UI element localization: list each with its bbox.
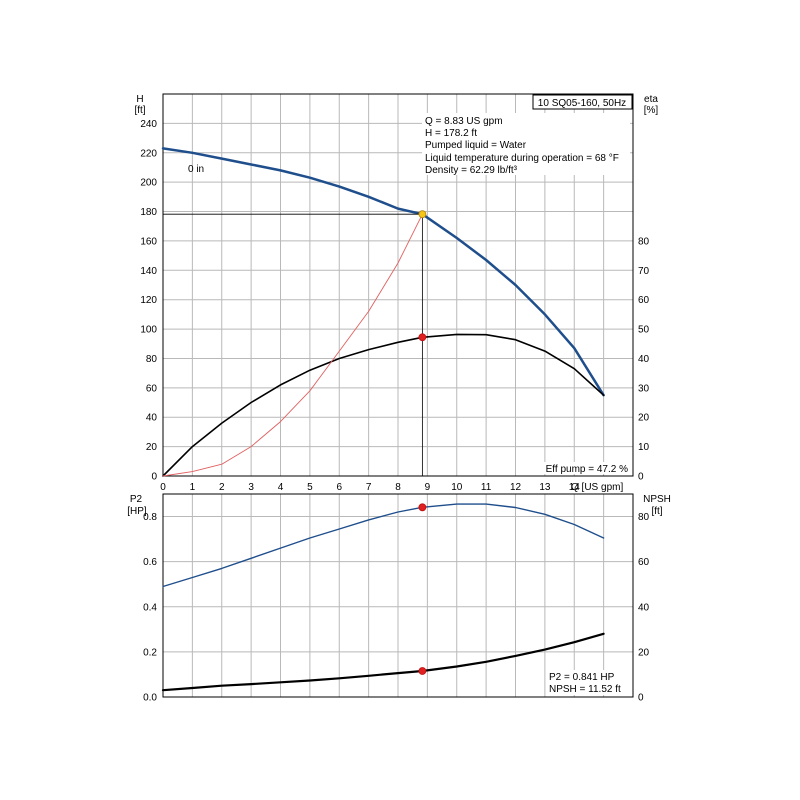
p2-axis-label: P2 [130,494,143,505]
head-axis-label: H [136,94,143,105]
head-efficiency-chart: H [ft] eta [%] 0204060801001201401601802… [134,93,659,493]
pump-title: 10 SQ05-160, 50Hz [538,98,626,109]
x-tick-label: 1 [190,482,196,493]
head-chart-series [161,147,605,477]
x-tick-label: 2 [219,482,225,493]
right-tick-label: 70 [638,266,650,277]
duty-point-guides [163,213,423,476]
right-tick-label: 30 [638,383,650,394]
info-temperature: Liquid temperature during operation = 68… [425,153,619,164]
left-tick-label: 160 [140,236,157,247]
right-tick-label: 60 [638,557,650,568]
left-tick-label: 100 [140,325,157,336]
x-tick-label: 0 [160,482,166,493]
npsh-axis-label: NPSH [643,494,671,505]
npsh-tick-labels: 0 20 40 60 80 [638,512,650,703]
x-tick-label: 10 [451,482,463,493]
eff-pump-readout: Eff pump = 47.2 % [546,464,628,475]
flow-tick-labels: 0 1 2 3 4 5 6 7 8 9 10 11 12 13 14 [160,482,580,493]
right-tick-label: 10 [638,442,650,453]
series-line-h [161,147,605,397]
x-tick-label: 13 [539,482,551,493]
info-box-bg [422,113,630,175]
x-tick-label: 11 [481,482,492,493]
x-tick-label: 4 [278,482,284,493]
left-tick-label: 0.6 [143,557,157,568]
p2-readout-bg [546,670,630,695]
right-tick-label: 50 [638,325,650,336]
p2-tick-labels: 0.0 0.2 0.4 0.6 0.8 [143,512,157,703]
x-tick-label: 3 [248,482,254,493]
info-head: H = 178.2 ft [425,128,477,139]
series-line-system [162,213,423,477]
left-tick-label: 120 [140,295,157,306]
series-line-p2 [162,503,605,588]
left-tick-label: 80 [146,354,158,365]
x-tick-label: 6 [336,482,342,493]
curve-label-0in: 0 in [188,164,204,175]
right-tick-label: 0 [638,472,644,483]
left-tick-label: 0.2 [143,647,157,658]
power-duty-markers [418,503,427,675]
p2-readout: P2 = 0.841 HP [549,672,615,683]
right-tick-label: 20 [638,413,650,424]
right-tick-label: 0 [638,693,644,704]
flow-axis-label: Q [US gpm] [571,482,623,493]
pump-title-box [532,94,633,110]
left-tick-label: 60 [146,383,158,394]
duty-point-head-marker [418,210,427,219]
x-tick-label: 8 [395,482,401,493]
right-tick-label: 60 [638,295,650,306]
left-tick-label: 20 [146,442,158,453]
duty-point-p2-marker [418,503,427,512]
right-tick-label: 20 [638,647,650,658]
duty-point-npsh-marker [418,667,427,675]
eta-axis-unit: [%] [644,105,659,116]
info-liquid: Pumped liquid = Water [425,140,527,151]
x-tick-label: 9 [425,482,431,493]
left-tick-label: 240 [140,119,157,130]
left-tick-label: 0.8 [143,512,157,523]
series-line-eta [162,333,605,477]
series-line-npsh [161,632,605,692]
right-tick-label: 40 [638,602,650,613]
head-tick-labels: 0 20 40 60 80 100 120 140 160 180 200 220 240 [140,119,157,483]
power-chart-grid [163,494,633,697]
left-tick-label: 0.4 [143,602,157,613]
left-tick-label: 0.0 [143,693,157,704]
eff-box-bg [538,462,630,474]
npsh-readout: NPSH = 11.52 ft [549,684,621,695]
right-tick-label: 80 [638,236,650,247]
power-npsh-chart: P2 [HP] NPSH [ft] 0.0 0.2 0.4 0.6 0.8 0 20 40 6… [127,493,671,704]
p2-axis-unit: [HP] [127,506,147,517]
x-tick-label: 14 [569,482,581,493]
left-tick-label: 40 [146,413,158,424]
power-chart-frame [162,493,634,698]
duty-point-markers [418,210,427,342]
left-tick-label: 220 [140,148,157,159]
eta-axis-label: eta [644,94,658,105]
info-density: Density = 62.29 lb/ft³ [425,165,518,176]
duty-point-eta-marker [418,333,427,342]
power-chart-series [161,503,605,692]
x-tick-label: 5 [307,482,313,493]
info-flow: Q = 8.83 US gpm [425,116,503,127]
left-tick-label: 140 [140,266,157,277]
npsh-axis-unit: [ft] [651,506,662,517]
x-tick-label: 7 [366,482,372,493]
left-tick-label: 0 [151,472,157,483]
head-axis-unit: [ft] [134,105,145,116]
left-tick-label: 180 [140,207,157,218]
head-chart-frame [162,93,634,477]
left-tick-label: 200 [140,178,157,189]
right-tick-label: 80 [638,512,650,523]
x-tick-label: 12 [510,482,522,493]
eta-tick-labels: 0 10 20 30 40 50 60 70 80 [638,236,650,482]
right-tick-label: 40 [638,354,650,365]
